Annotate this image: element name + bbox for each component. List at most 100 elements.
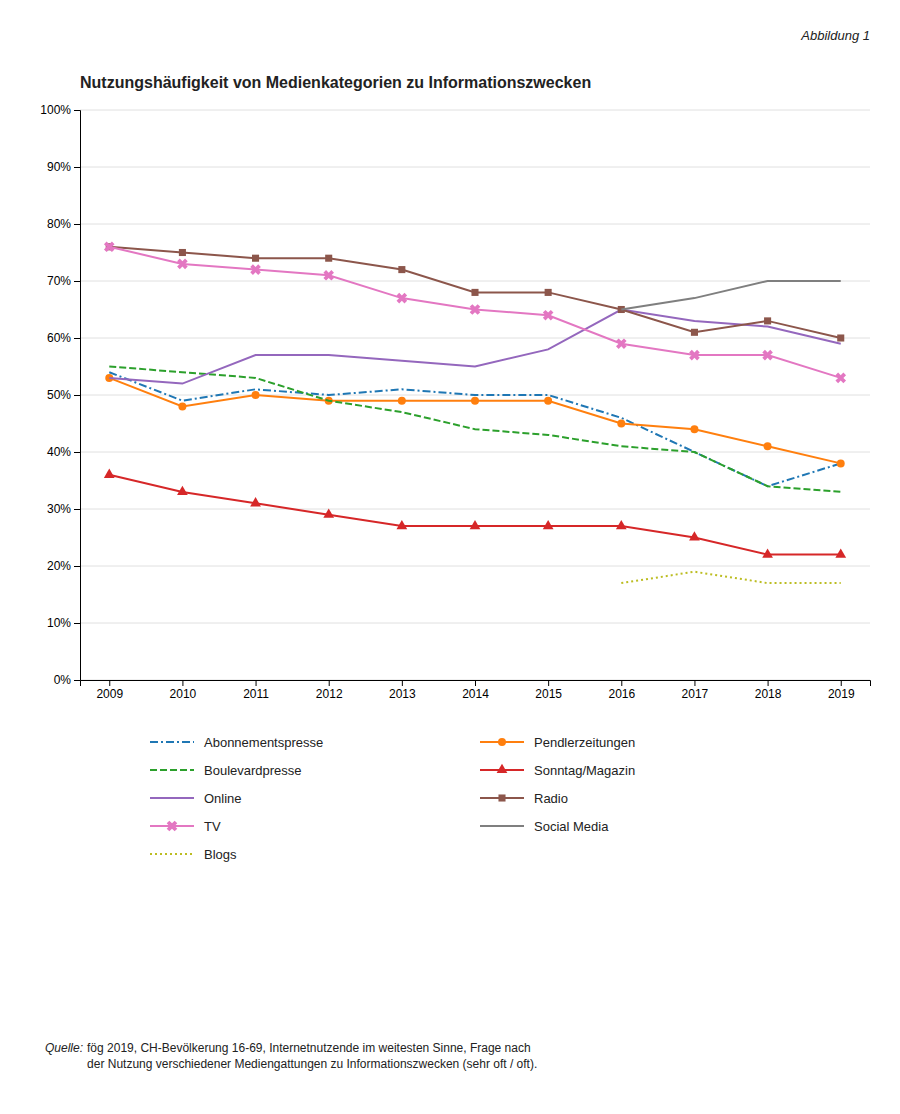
tick-mark	[74, 452, 80, 453]
marker	[467, 302, 483, 318]
line	[109, 310, 840, 384]
legend-label: Radio	[534, 791, 568, 806]
marker	[248, 262, 264, 278]
grid-line	[80, 338, 870, 339]
marker	[613, 336, 629, 352]
legend-marker	[498, 794, 505, 801]
source: fög 2019, CH-Bevölkerung 16-69, Internet…	[87, 1041, 537, 1071]
marker	[250, 497, 261, 506]
tick-label: 90%	[47, 160, 71, 174]
marker	[540, 307, 556, 323]
marker	[691, 329, 698, 336]
tick: 30%	[47, 502, 80, 516]
tick-label: 2015	[535, 687, 562, 701]
tick: 100%	[40, 103, 80, 117]
legend-item: Boulevardpresse	[150, 763, 302, 778]
tick: 2016	[608, 680, 635, 701]
legend: Abonnementspresse Pendlerzeitungen Bouleva…	[150, 735, 635, 862]
marker	[252, 391, 260, 399]
tick-mark	[402, 680, 403, 686]
marker	[325, 255, 332, 262]
marker	[687, 347, 703, 363]
grid-line	[80, 167, 870, 168]
tick: 2011	[243, 680, 269, 701]
marker	[764, 317, 771, 324]
legend-item: Abonnementspresse	[150, 735, 323, 750]
marker	[396, 520, 407, 529]
tick-mark	[74, 509, 80, 510]
series	[105, 374, 844, 467]
marker	[323, 508, 334, 517]
tick-label: 70%	[47, 274, 71, 288]
tick-mark	[74, 110, 80, 111]
line	[109, 378, 840, 464]
tick: 2009	[96, 680, 123, 701]
line	[109, 247, 840, 378]
axis-line	[81, 681, 871, 687]
tick-mark	[109, 680, 110, 686]
legend-item: Social Media	[480, 819, 609, 834]
marker	[760, 347, 776, 363]
series	[101, 239, 848, 386]
marker	[764, 442, 772, 450]
tick-label: 100%	[40, 103, 71, 117]
tick-label: 2017	[682, 687, 709, 701]
legend-item: Online	[150, 791, 242, 806]
tick-mark	[475, 680, 476, 686]
grid-line	[80, 509, 870, 510]
tick-mark	[182, 680, 183, 686]
tick: 2010	[170, 680, 197, 701]
tick: 2019	[828, 680, 855, 701]
tick-mark	[768, 680, 769, 686]
marker	[470, 520, 481, 529]
legend-marker	[497, 764, 508, 773]
tick: 2018	[755, 680, 782, 701]
marker	[321, 267, 337, 283]
series	[109, 367, 840, 492]
chart: 2009201020112012201320142015201620172018…	[0, 0, 900, 1114]
tick-mark	[329, 680, 330, 686]
marker	[398, 266, 405, 273]
legend-label: Pendlerzeitungen	[534, 735, 635, 750]
tick: 70%	[47, 274, 80, 288]
legend-swatch	[150, 769, 194, 771]
legend-label: Abonnementspresse	[204, 735, 323, 750]
tick-mark	[74, 281, 80, 282]
legend-item: Pendlerzeitungen	[480, 735, 635, 750]
legend-marker	[498, 738, 506, 746]
legend-swatch	[480, 825, 524, 827]
tick-label: 2016	[608, 687, 635, 701]
tick-mark	[74, 395, 80, 396]
grid-line	[80, 110, 870, 111]
tick-label: 30%	[47, 502, 71, 516]
legend-label: TV	[204, 819, 221, 834]
tick-mark	[621, 680, 622, 686]
legend-item: Blogs	[150, 847, 237, 862]
marker	[179, 249, 186, 256]
line	[621, 281, 840, 310]
series	[621, 572, 840, 583]
line	[621, 572, 840, 583]
grid-line	[80, 224, 870, 225]
line	[109, 367, 840, 492]
tick: 2012	[316, 680, 343, 701]
tick: 50%	[47, 388, 80, 402]
marker	[837, 334, 844, 341]
grid-line	[80, 566, 870, 567]
marker	[544, 397, 552, 405]
marker	[690, 425, 698, 433]
tick-mark	[74, 167, 80, 168]
tick-label: 20%	[47, 559, 71, 573]
series	[621, 281, 840, 310]
tick: 0%	[54, 673, 80, 687]
marker	[689, 531, 700, 540]
legend-item: Radio	[480, 791, 568, 806]
marker	[833, 370, 849, 386]
tick-label: 0%	[54, 673, 72, 687]
y-axis: 0%10%20%30%40%50%60%70%80%90%100%	[40, 103, 80, 687]
tick: 2014	[462, 680, 489, 701]
grid	[80, 110, 870, 680]
tick-label: 10%	[47, 616, 71, 630]
marker	[545, 289, 552, 296]
tick: 2017	[682, 680, 709, 701]
